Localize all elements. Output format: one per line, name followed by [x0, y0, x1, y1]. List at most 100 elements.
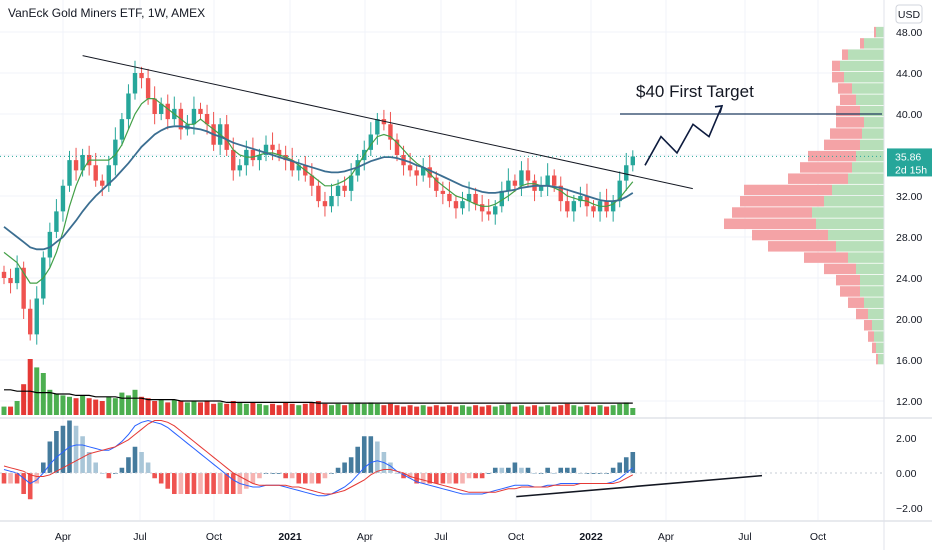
candle-down: [276, 149, 282, 155]
volume-profile-down-bar: [872, 342, 876, 354]
candle-down: [558, 185, 563, 202]
currency-button[interactable]: USD: [895, 4, 923, 24]
volume-bar: [564, 403, 570, 415]
chart-title: VanEck Gold Miners ETF, 1W, AMEX: [8, 6, 205, 20]
price-panel[interactable]: [1, 60, 635, 345]
candle-up: [571, 201, 577, 212]
macd-histogram-bar: [466, 473, 472, 479]
volume-profile-up-bar: [878, 353, 884, 365]
candle-down: [93, 165, 98, 181]
candle-up: [34, 298, 39, 335]
candle-down: [28, 308, 33, 335]
candle-up: [421, 167, 426, 176]
volume-bar: [230, 401, 236, 415]
macd-histogram-bar: [244, 473, 249, 489]
currency-button-frame[interactable]: [895, 4, 923, 24]
volume-profile-down-bar: [848, 297, 864, 308]
macd-histogram-bar: [427, 473, 433, 484]
volume-profile-down-bar: [876, 353, 878, 365]
macd-histogram-bar: [1, 473, 7, 484]
macd-histogram-bar: [355, 446, 360, 473]
candle-down: [591, 206, 596, 212]
macd-histogram-bar: [388, 462, 393, 473]
macd-histogram-bar: [617, 462, 622, 473]
volume-profile-down-bar: [836, 105, 860, 117]
volume-profile-down-bar: [836, 117, 864, 128]
macd-histogram-bar: [571, 467, 577, 473]
macd-histogram-bar: [80, 436, 85, 473]
volume-bar: [486, 405, 492, 415]
macd-histogram-bar: [630, 452, 636, 473]
macd-histogram-bar: [623, 457, 629, 473]
volume-bar: [473, 405, 479, 415]
volume-profile-up-bar: [848, 252, 884, 263]
volume-bar: [106, 396, 112, 415]
currency-button-label[interactable]: USD: [898, 9, 921, 21]
volume-bar: [289, 403, 295, 415]
macd-histogram-bar: [270, 473, 275, 474]
macd-histogram-bar: [34, 473, 40, 484]
volume-bar: [440, 406, 446, 415]
candle-up: [296, 165, 301, 171]
volume-profile-down-bar: [868, 331, 874, 342]
volume-profile[interactable]: [724, 26, 884, 365]
candle-down: [434, 177, 439, 191]
volume-bar: [60, 395, 66, 415]
time-tick-label: Oct: [508, 531, 524, 543]
price-tick-label: 28.00: [896, 232, 922, 244]
macd-divergence-line: [516, 474, 763, 498]
candle-up: [348, 175, 354, 191]
volume-profile-up-bar: [852, 83, 884, 94]
time-tick-label: Jul: [738, 531, 751, 543]
candle-down: [270, 144, 275, 150]
macd-histogram-bar: [217, 473, 223, 494]
volume-bar: [604, 406, 610, 415]
volume-bar: [184, 402, 190, 415]
macd-panel[interactable]: [0, 419, 884, 500]
volume-bar: [381, 405, 387, 415]
volume-bar: [86, 398, 92, 415]
volume-bar: [204, 401, 210, 415]
volume-bar: [368, 402, 374, 415]
volume-profile-up-bar: [852, 162, 884, 173]
candle-down: [440, 190, 446, 194]
candle-down: [525, 170, 531, 181]
volume-bar: [1, 406, 7, 415]
macd-histogram-bar: [506, 467, 511, 473]
macd-histogram-bar: [322, 473, 328, 479]
volume-profile-up-bar: [864, 297, 884, 308]
macd-histogram-bar: [126, 457, 131, 473]
volume-bar: [433, 405, 439, 415]
volume-profile-up-bar: [832, 184, 884, 196]
macd-histogram-bar: [145, 462, 151, 473]
volume-profile-down-bar: [830, 128, 862, 139]
volume-bar: [499, 405, 505, 415]
macd-histogram-bar: [309, 473, 315, 484]
target-annotation: $40 First Target: [636, 82, 754, 101]
volume-bar: [14, 401, 20, 415]
candle-up: [329, 196, 334, 207]
volume-bar: [99, 401, 105, 415]
candle-up: [538, 185, 544, 191]
descending-trendline: [82, 55, 693, 190]
macd-histogram-bar: [27, 473, 33, 500]
macd-tick-label: 2.00: [896, 433, 917, 445]
volume-bar: [584, 405, 590, 415]
candle-up: [237, 165, 242, 171]
volume-bar: [329, 405, 334, 415]
volume-bar: [525, 406, 531, 415]
candle-up: [60, 185, 66, 212]
macd-histogram-bar: [73, 425, 79, 473]
volume-profile-down-bar: [840, 94, 856, 105]
candle-down: [290, 160, 295, 171]
macd-histogram-bar: [158, 473, 164, 484]
volume-bar: [414, 406, 420, 415]
volume-panel[interactable]: [1, 359, 636, 415]
candle-down: [453, 201, 459, 209]
candle-up: [257, 155, 262, 161]
macd-histogram-bar: [276, 473, 282, 474]
macd-histogram-bar: [434, 473, 439, 484]
projection-path: [644, 105, 723, 166]
volume-bar: [322, 403, 328, 415]
